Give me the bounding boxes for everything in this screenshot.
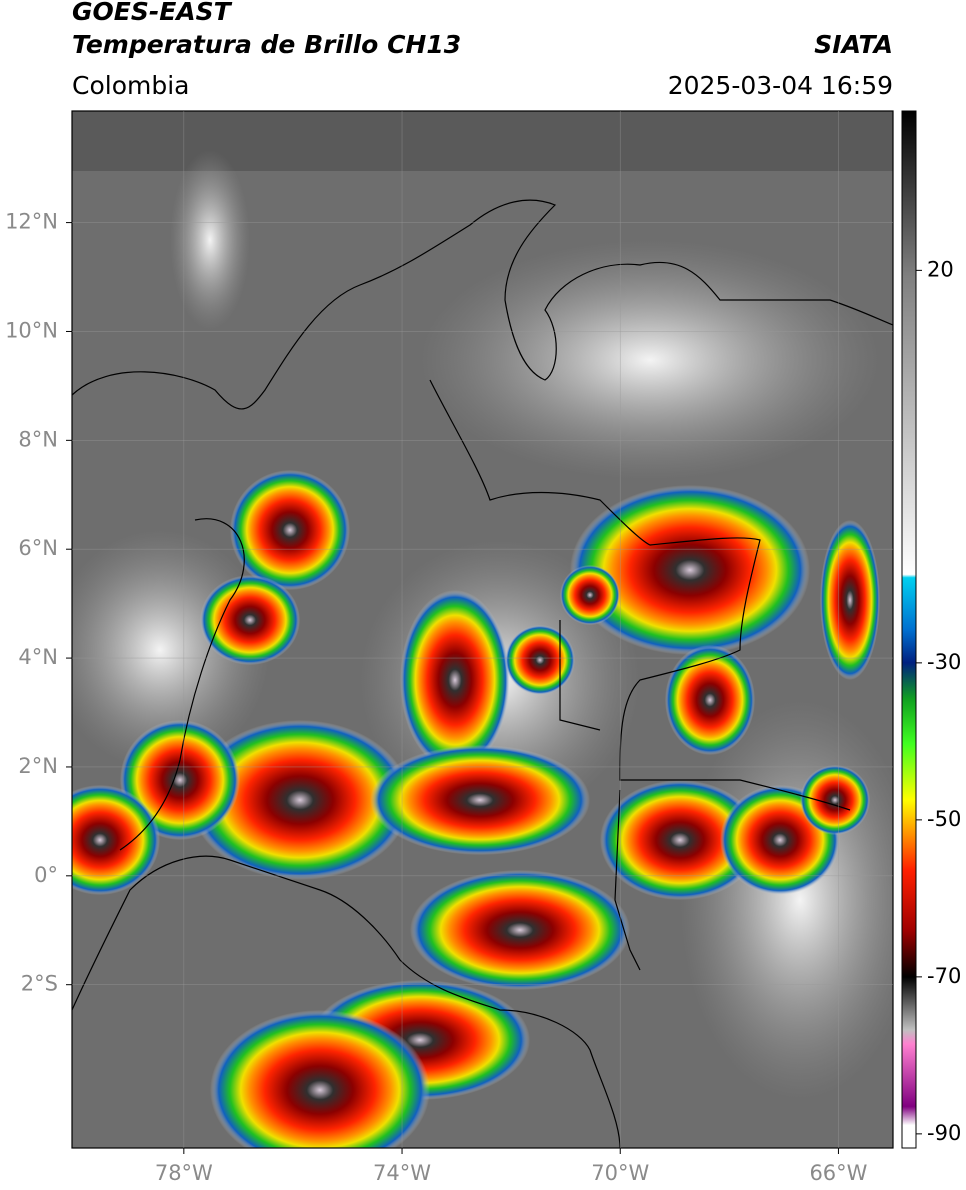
cloud	[680, 700, 893, 1100]
border	[429, 379, 851, 811]
y-tick-label: 8°N	[18, 427, 58, 451]
storm	[820, 520, 880, 680]
cloud	[170, 150, 250, 330]
satellite-image	[72, 111, 893, 1148]
x-tick-label: 66°W	[809, 1161, 867, 1185]
storm	[560, 565, 620, 625]
y-tick-label: 12°N	[5, 210, 58, 234]
cloud	[420, 240, 880, 480]
colorbar	[901, 110, 917, 1149]
colorbar-tick-label: -90	[927, 1121, 961, 1145]
storm	[72, 785, 160, 895]
datetime: 2025-03-04 16:59	[668, 71, 893, 100]
subtitle: Temperatura de Brillo CH13	[72, 30, 461, 59]
colorbar-tick-label: -50	[927, 807, 961, 831]
storm	[210, 1010, 430, 1148]
colorbar-tick-label: 20	[927, 257, 954, 281]
y-tick-label: 4°N	[18, 645, 58, 669]
y-tick-label: 0°	[34, 863, 58, 887]
storm	[200, 575, 300, 665]
region: Colombia	[72, 71, 189, 100]
border	[559, 620, 641, 971]
storm	[400, 590, 510, 770]
border	[72, 855, 621, 1148]
colorbar-tick-label: -70	[927, 964, 961, 988]
coastline	[72, 199, 893, 410]
storm	[505, 625, 575, 695]
storm	[370, 745, 590, 855]
x-tick-label: 74°W	[373, 1161, 431, 1185]
map-frame	[71, 110, 894, 1149]
y-tick-label: 6°N	[18, 536, 58, 560]
colorbar-tick-label: -30	[927, 650, 961, 674]
y-tick-label: 2°N	[18, 754, 58, 778]
storm	[665, 645, 755, 755]
x-tick-label: 70°W	[591, 1161, 649, 1185]
storm	[800, 765, 870, 835]
storm	[190, 720, 410, 880]
x-tick-label: 78°W	[155, 1161, 213, 1185]
y-tick-label: 2°S	[21, 972, 58, 996]
border	[119, 518, 245, 851]
storm	[410, 870, 630, 990]
y-tick-label: 10°N	[5, 318, 58, 342]
storm	[570, 485, 810, 655]
storm	[600, 780, 760, 900]
source: SIATA	[814, 30, 893, 59]
storm	[230, 470, 350, 590]
title: GOES-EAST	[72, 0, 233, 26]
